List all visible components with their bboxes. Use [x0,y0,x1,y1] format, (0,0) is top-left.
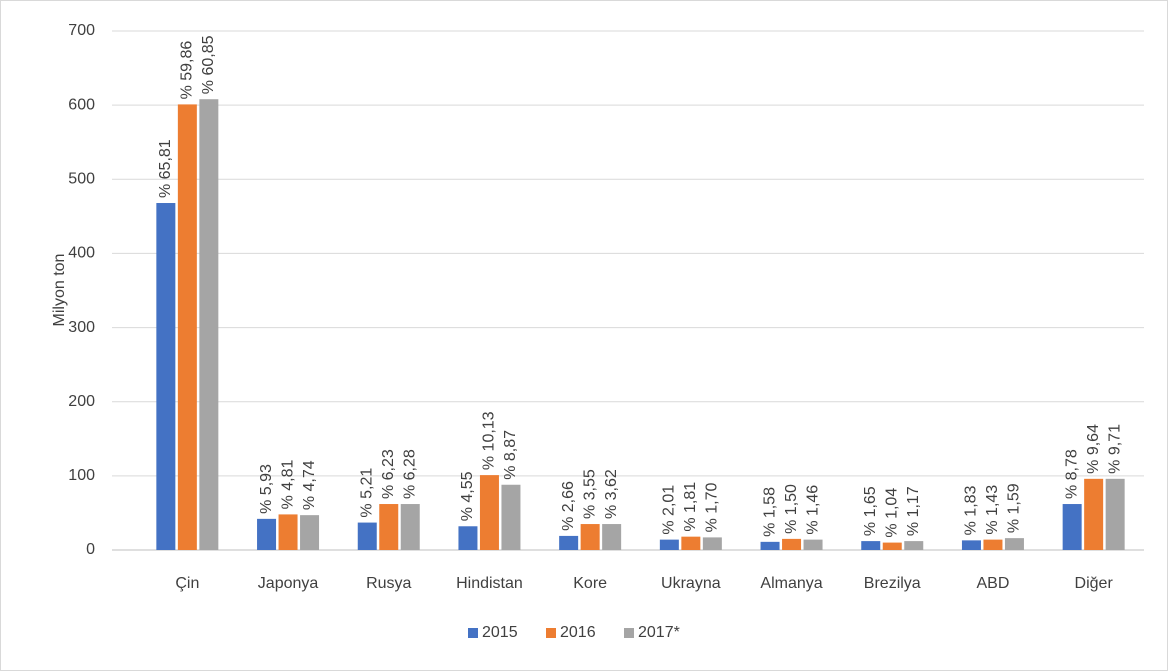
bar [803,539,823,550]
bar [659,539,679,550]
share-label: % 1,83 [963,485,980,535]
bar [479,475,499,550]
share-label: % 4,74 [301,460,318,510]
share-label: % 60,85 [200,35,217,94]
bar [882,542,902,550]
bar [177,104,197,550]
share-label: % 3,55 [581,469,598,519]
y-tick-label: 500 [68,171,95,188]
bar [702,537,722,550]
bar [1084,478,1104,550]
y-tick-label: 600 [68,96,95,113]
bar [400,504,420,550]
share-label: % 5,21 [358,468,375,518]
share-label: % 1,46 [804,485,821,535]
share-label: % 9,64 [1085,424,1102,474]
legend-swatch [624,628,634,638]
share-label: % 4,55 [459,471,476,521]
share-label: % 5,93 [258,464,275,514]
legend-label: 2016 [560,624,596,641]
share-label: % 6,23 [380,449,397,499]
bar [1105,478,1125,550]
x-tick-label: Brezilya [864,575,921,592]
share-label: % 6,28 [401,449,418,499]
x-tick-label: Hindistan [456,575,523,592]
x-tick-label: Kore [573,575,607,592]
bar [861,541,881,550]
bar [379,504,399,550]
share-label: % 8,78 [1063,449,1080,499]
legend-label: 2017* [638,624,680,641]
share-label: % 10,13 [481,411,498,470]
bar [1062,504,1082,550]
bar [156,203,176,551]
legend-swatch [546,628,556,638]
share-label: % 2,66 [560,481,577,531]
share-label: % 1,43 [984,485,1001,535]
share-label: % 9,71 [1106,424,1123,474]
y-tick-label: 200 [68,393,95,410]
x-tick-label: ABD [976,575,1009,592]
x-tick-label: Çin [175,575,199,592]
legend-label: 2015 [482,624,518,641]
share-label: % 1,04 [883,488,900,538]
y-tick-label: 100 [68,467,95,484]
share-label: % 1,17 [905,486,922,536]
bar [278,514,298,550]
x-tick-label: Japonya [258,575,319,592]
share-label: % 59,86 [179,41,196,100]
bar [199,99,219,550]
share-label: % 8,87 [502,430,519,480]
x-tick-label: Diğer [1075,575,1114,592]
y-tick-label: 400 [68,245,95,262]
share-label: % 3,62 [603,469,620,519]
x-tick-label: Rusya [366,575,411,592]
bar [580,524,600,550]
bar [257,518,277,550]
share-label: % 1,59 [1006,483,1023,533]
bar [559,535,579,550]
bar [681,536,701,550]
y-axis-title: Milyon ton [51,254,68,327]
x-tick-label: Almanya [760,575,822,592]
y-tick-label: 300 [68,319,95,336]
share-label: % 1,70 [704,482,721,532]
bar [300,515,320,550]
share-label: % 65,81 [157,139,174,198]
share-label: % 1,65 [862,486,879,536]
share-label: % 1,81 [682,482,699,532]
y-tick-label: 700 [68,22,95,39]
share-label: % 4,81 [279,459,296,509]
bar [458,526,478,550]
bar [782,538,802,550]
bar [357,522,377,550]
share-label: % 2,01 [661,485,678,535]
bar [760,541,780,550]
x-tick-label: Ukrayna [661,575,721,592]
bar [904,541,924,550]
y-tick-label: 0 [86,541,95,558]
bar [602,524,622,550]
bar [1004,538,1024,550]
bar [961,540,981,550]
share-label: % 1,58 [761,487,778,537]
share-label: % 1,50 [783,484,800,534]
bar [501,484,521,550]
legend-swatch [468,628,478,638]
bar [983,539,1003,550]
